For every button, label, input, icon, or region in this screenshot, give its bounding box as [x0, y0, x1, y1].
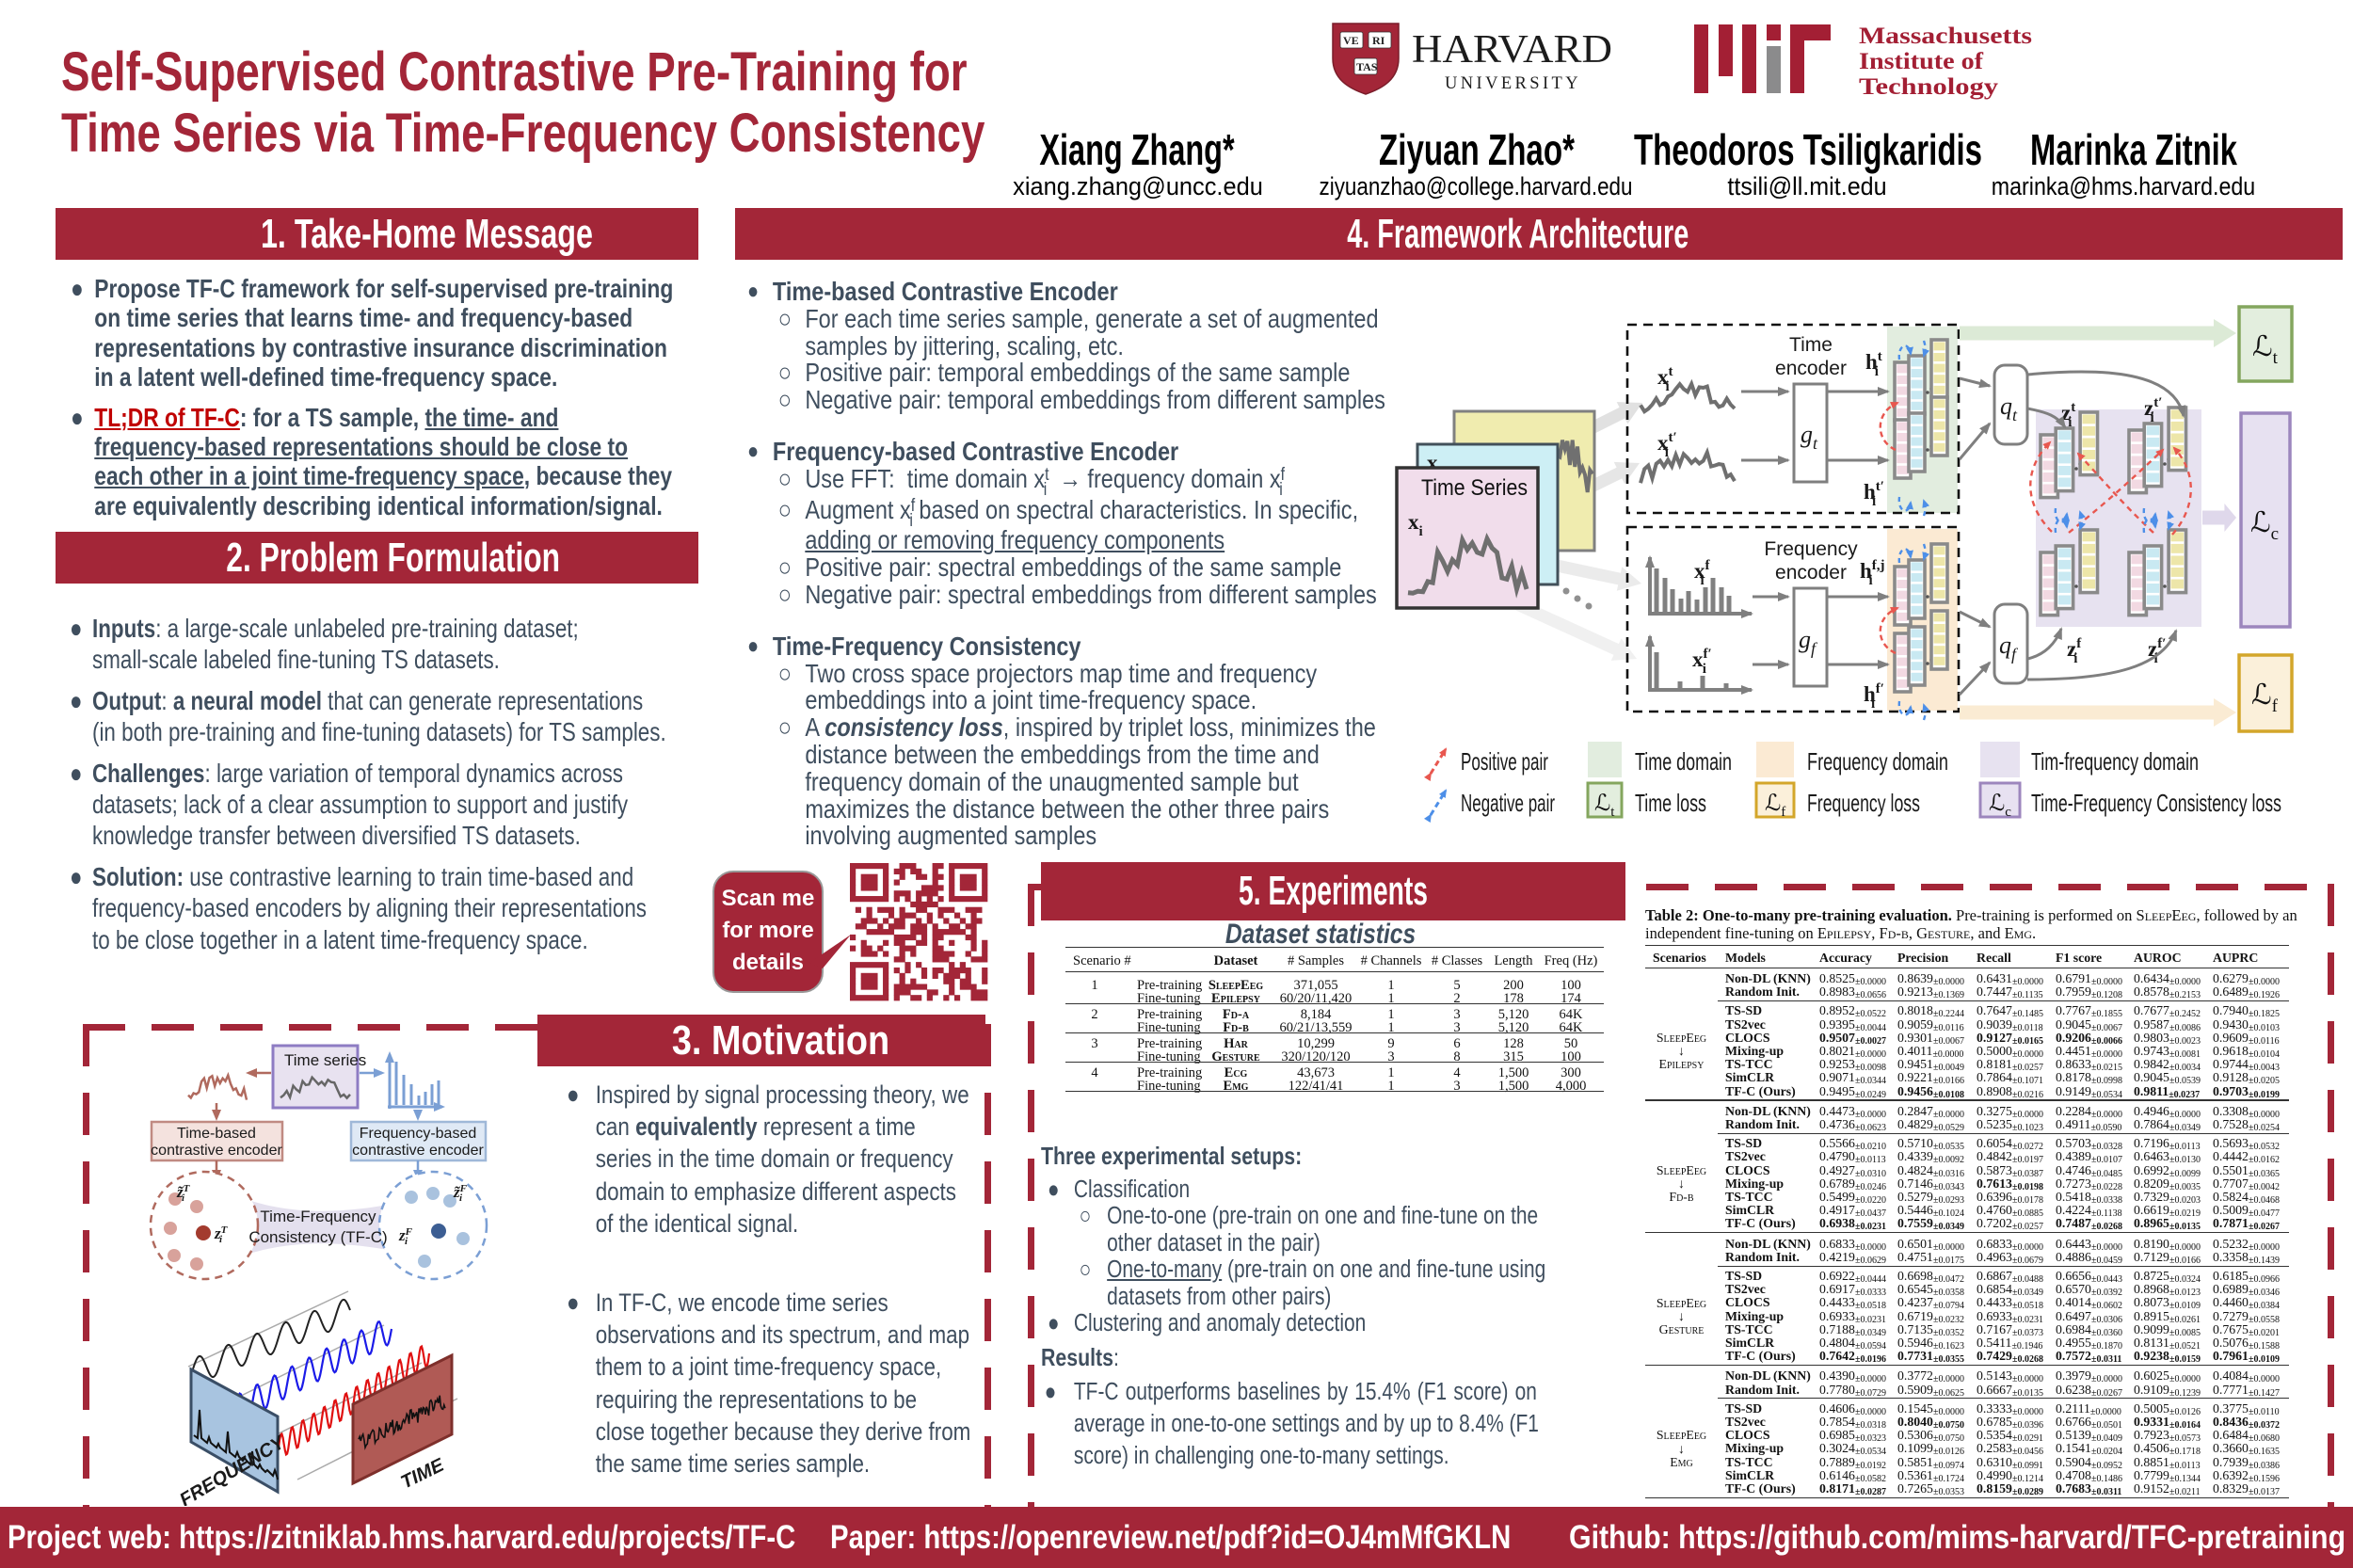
svg-text:Time: Time [1789, 334, 1833, 356]
svg-text:Positive pair: Positive pair [1461, 747, 1548, 776]
svg-text:HARVARD: HARVARD [1412, 28, 1612, 72]
svg-text:Time loss: Time loss [1635, 789, 1706, 817]
svg-text:Time domain: Time domain [1635, 747, 1732, 776]
svg-text:Tim-frequency domain: Tim-frequency domain [2031, 747, 2199, 776]
svg-text:Frequency loss: Frequency loss [1807, 789, 1920, 817]
svg-text:Institute of: Institute of [1859, 49, 1984, 74]
svg-text:VE: VE [1343, 34, 1359, 47]
svg-text:Time-Frequency Consistency los: Time-Frequency Consistency loss [2031, 789, 2281, 817]
svg-text:Time series: Time series [284, 1051, 366, 1069]
svg-text:xf′i: xf′ i [1692, 647, 1712, 677]
svg-text:ℒf: ℒf [1765, 792, 1785, 820]
svg-text:hf′i: hf′ i [1864, 681, 1884, 712]
svg-text:ℒt: ℒt [1594, 792, 1615, 820]
svg-text:TIME: TIME [398, 1454, 448, 1493]
svg-text:TAS: TAS [1356, 60, 1378, 73]
svg-text:UNIVERSITY: UNIVERSITY [1445, 73, 1581, 93]
svg-text:xti: xt i [1657, 364, 1673, 394]
svg-text:encoder: encoder [1775, 562, 1847, 584]
svg-text:Massachusetts: Massachusetts [1859, 24, 2032, 49]
svg-text:zfi: zf i [2067, 636, 2082, 666]
svg-text:Technology: Technology [1859, 74, 1999, 100]
svg-text:Time-based: Time-based [177, 1126, 256, 1142]
svg-text:contrastive encoder: contrastive encoder [352, 1143, 484, 1159]
svg-text:Frequency-based: Frequency-based [360, 1126, 477, 1142]
svg-text:Frequency: Frequency [1764, 538, 1858, 560]
svg-text:Negative pair: Negative pair [1461, 789, 1555, 817]
svg-text:Frequency domain: Frequency domain [1807, 747, 1948, 776]
svg-text:Consistency (TF-C): Consistency (TF-C) [248, 1228, 387, 1246]
svg-text:Time-Frequency: Time-Frequency [260, 1208, 376, 1225]
svg-text:hti: ht i [1865, 349, 1882, 379]
svg-text:encoder: encoder [1775, 358, 1847, 379]
svg-text:ht′i: ht′ i [1864, 479, 1884, 509]
svg-text:Time Series: Time Series [1421, 475, 1528, 501]
svg-text:RI: RI [1372, 34, 1385, 47]
svg-text:xfi: xf i [1694, 558, 1711, 588]
svg-text:contrastive encoder: contrastive encoder [151, 1143, 282, 1159]
svg-text:hf,ji: hf,j i [1860, 558, 1885, 588]
